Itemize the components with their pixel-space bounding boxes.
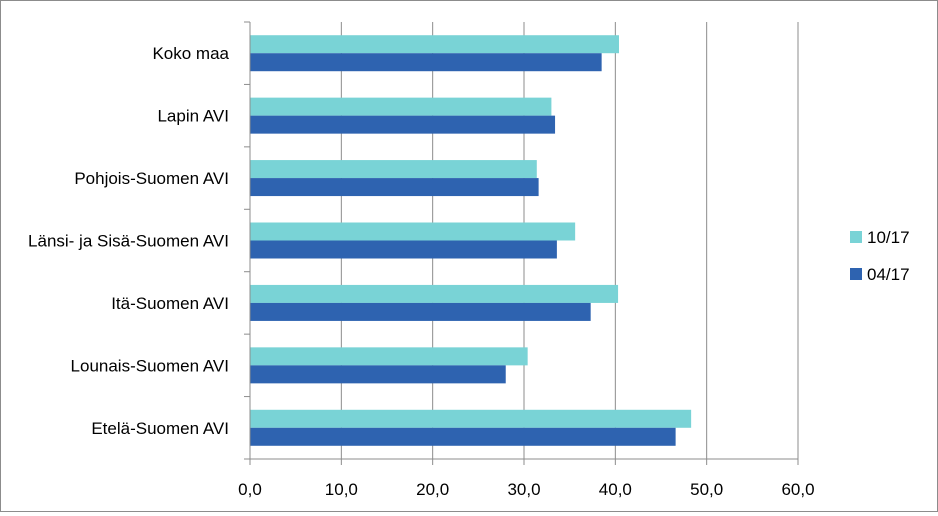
bar-s2-5: [250, 365, 506, 384]
legend-swatch-1: [850, 268, 862, 280]
bar-s1-5: [250, 347, 528, 366]
bar-s1-6: [250, 409, 692, 428]
category-labels: Koko maa Lapin AVI Pohjois-Suomen AVI Länsi…: [28, 44, 230, 438]
bar-s1-1: [250, 97, 552, 116]
bar-s1-0: [250, 35, 619, 54]
x-tick-label-1: 10,0: [325, 480, 358, 499]
x-tick-label-4: 40,0: [599, 480, 632, 499]
bars: [250, 35, 692, 446]
category-label-6: Etelä-Suomen AVI: [91, 419, 229, 438]
bar-s2-2: [250, 178, 539, 197]
bar-s2-4: [250, 302, 591, 321]
category-label-2: Pohjois-Suomen AVI: [74, 169, 229, 188]
legend-label-1: 04/17: [867, 265, 910, 284]
axes: [244, 21, 799, 465]
legend-swatch-0: [850, 231, 862, 243]
x-tick-label-2: 20,0: [416, 480, 449, 499]
x-tick-label-0: 0,0: [238, 480, 262, 499]
bar-s2-1: [250, 115, 556, 134]
x-tick-label-6: 60,0: [781, 480, 814, 499]
legend-label-0: 10/17: [867, 228, 910, 247]
bar-s2-3: [250, 240, 557, 259]
category-label-5: Lounais-Suomen AVI: [71, 356, 229, 375]
x-tick-label-5: 50,0: [690, 480, 723, 499]
category-label-4: Itä-Suomen AVI: [111, 294, 229, 313]
bar-s1-2: [250, 160, 537, 179]
legend: 10/17 04/17: [850, 228, 910, 284]
x-tick-label-3: 30,0: [507, 480, 540, 499]
bar-s2-0: [250, 53, 602, 72]
category-label-0: Koko maa: [152, 44, 229, 63]
tick-labels: 0,0 10,0 20,0 30,0 40,0 50,0 60,0: [238, 480, 814, 499]
category-label-3: Länsi- ja Sisä-Suomen AVI: [28, 232, 229, 251]
bar-s1-3: [250, 222, 576, 241]
bar-s1-4: [250, 284, 619, 303]
bar-s2-6: [250, 427, 676, 446]
category-label-1: Lapin AVI: [157, 107, 229, 126]
